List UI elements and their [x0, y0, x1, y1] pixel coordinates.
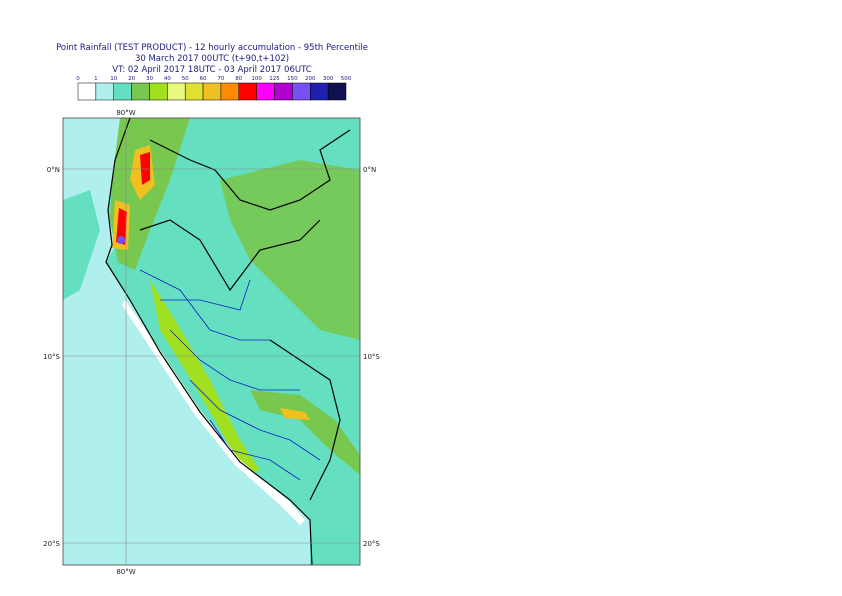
legend-label: 150	[287, 76, 298, 82]
lat-label: 0°N	[363, 166, 376, 174]
legend-label: 500	[341, 76, 352, 82]
legend-label: 80	[235, 76, 242, 82]
legend-box	[292, 82, 311, 101]
legend: 0 1 10 20 30 40 50 60 70 80 100 125 150 200 300 500	[76, 76, 352, 101]
legend-box	[310, 82, 329, 101]
legend-box	[238, 82, 257, 101]
lat-label: 20°S	[363, 540, 380, 548]
lat-label: 10°S	[43, 353, 60, 361]
legend-label: 300	[323, 76, 334, 82]
base-time: 30 March 2017 00UTC (t+90,t+102)	[135, 54, 289, 64]
legend-label: 0	[76, 76, 80, 82]
legend-label: 70	[217, 76, 224, 82]
legend-box	[220, 82, 240, 101]
lat-label: 0°N	[47, 166, 60, 174]
legend-box	[149, 82, 168, 101]
valid-time: VT: 02 April 2017 18UTC - 03 April 2017 …	[112, 65, 311, 75]
legend-label: 40	[164, 76, 171, 82]
legend-box	[184, 82, 204, 101]
legend-label: 50	[182, 76, 189, 82]
lon-label: 80°W	[116, 109, 135, 117]
legend-label: 60	[200, 76, 207, 82]
legend-box	[131, 82, 150, 101]
lat-label: 20°S	[43, 540, 60, 548]
map	[63, 118, 360, 565]
legend-label: 10	[110, 76, 117, 82]
legend-box	[77, 82, 97, 101]
lon-label: 80°W	[116, 568, 135, 576]
legend-box	[202, 82, 222, 101]
title: Point Rainfall (TEST PRODUCT) - 12 hourl…	[56, 43, 368, 53]
legend-box	[113, 82, 132, 101]
legend-box	[95, 82, 114, 101]
lat-label: 10°S	[363, 353, 380, 361]
legend-box	[167, 82, 186, 101]
legend-label: 200	[305, 76, 316, 82]
legend-box	[256, 82, 275, 101]
legend-box	[274, 82, 293, 101]
legend-box	[327, 82, 347, 101]
legend-label: 125	[269, 76, 280, 82]
legend-label: 20	[128, 76, 135, 82]
legend-label: 100	[251, 76, 262, 82]
legend-label: 30	[146, 76, 153, 82]
legend-label: 1	[94, 76, 98, 82]
